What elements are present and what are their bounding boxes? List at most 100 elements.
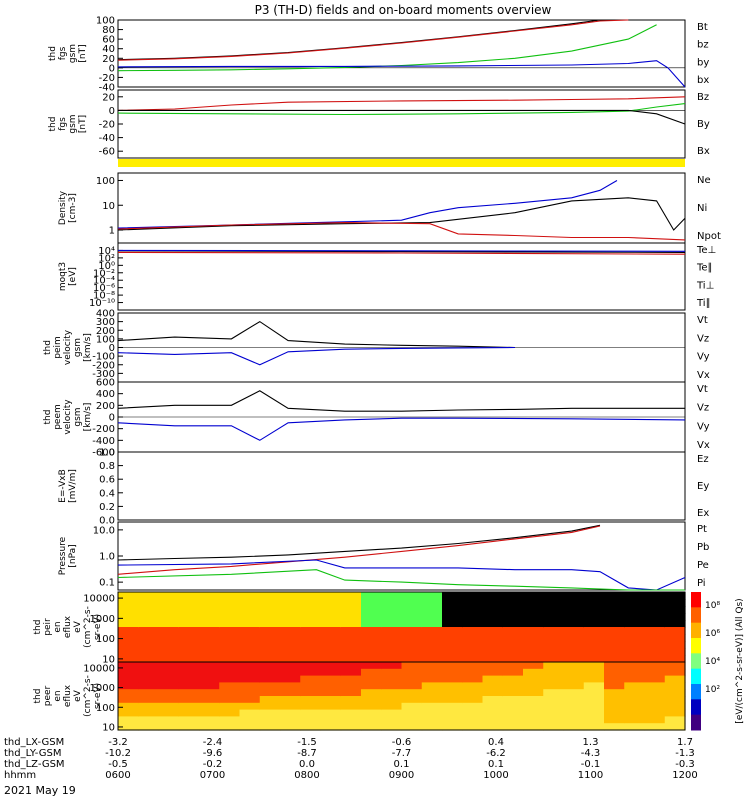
spectrogram-cell [502,648,524,656]
spectrogram-cell [259,627,281,635]
spectrogram-cell [158,627,180,635]
spectrogram-cell [401,613,423,621]
y-axis-label: [nT] [78,44,88,62]
spectrogram-cell [563,620,585,628]
spectrogram-cell [462,668,484,677]
spectrogram-cell [118,682,139,690]
spectrogram-cell [664,613,686,621]
spectrogram-cell [178,655,200,663]
spectrogram-cell [523,689,544,697]
spectrogram-cell [118,709,139,717]
spectrogram-cell [523,702,544,711]
spectrogram-cell [381,675,403,683]
spectrogram-cell [624,655,646,663]
colorbar-label: [eV/(cm^2-s-sr-eV)] (All Qs) [735,598,745,723]
spectrogram-cell [138,682,160,690]
spectrogram-cell [118,599,139,607]
spectrogram-cell [118,592,139,600]
y-tick-label: 80 [102,25,115,36]
spectrogram-cell [340,620,362,628]
spectrogram-cell [502,702,524,711]
y-axis-label: peir [43,618,53,636]
spectrogram-cell [280,634,301,642]
legend-Vt: Vt [697,384,708,395]
spectrogram-cell [644,648,666,656]
y-tick-label: -200 [92,360,115,371]
spectrogram-cell [300,655,322,663]
spectrogram-cell [280,723,301,731]
spectrogram-cell [158,675,180,683]
spectrogram-cell [583,655,605,663]
spectrogram-cell [421,675,443,683]
spectrogram-cell [523,723,544,731]
x-row-value: -10.2 [105,748,131,759]
spectrogram-cell [219,689,241,697]
spectrogram-cell [563,689,585,697]
y-tick-label: 10 [102,654,115,665]
spectrogram-cell [219,634,241,642]
spectrogram-cell [401,696,423,704]
spectrogram-cell [320,655,342,663]
spectrogram-cell [462,709,484,717]
spectrogram-cell [644,675,666,683]
panel-frame [117,19,686,88]
y-tick-label: 0.1 [99,578,115,589]
y-axis-label: eV [73,689,83,702]
spectrogram-cell [280,592,301,600]
spectrogram-cell [239,634,261,642]
spectrogram-cell [583,613,605,621]
spectrogram-cell [583,709,605,717]
spectrogram-cell [361,723,382,731]
spectrogram-cell [239,648,261,656]
spectrogram-cell [280,702,301,711]
spectrogram-cell [300,592,322,600]
y-axis-label: thd [33,689,43,704]
spectrogram-cell [664,627,686,635]
spectrogram-cell [482,620,504,628]
spectrogram-cell [199,606,220,614]
spectrogram-cell [361,613,382,621]
spectrogram-cell [664,655,686,663]
spectrogram-cell [219,709,241,717]
panel-2: -60 -40 -20 0 20 thd fgs gsm [nT] Bz By Bx [48,89,710,159]
spectrogram-cell [523,648,544,656]
spectrogram-cell [604,620,625,628]
colorbar-segment [691,714,701,731]
spectrogram-cell [421,723,443,731]
y-tick-label: 0.0 [99,516,115,527]
spectrogram-cell [259,620,281,628]
series-Bz [117,96,686,111]
spectrogram-cell [259,723,281,731]
spectrogram-cell [118,716,139,724]
spectrogram-cell [219,668,241,677]
spectrogram-cell [199,627,220,635]
spectrogram-cell [300,696,322,704]
spectrogram-cell [624,634,646,642]
spectrogram-cell [300,620,322,628]
spectrogram-cell [259,716,281,724]
spectrogram-cell [300,648,322,656]
spectrogram-cell [158,668,180,677]
spectrogram-cell [320,634,342,642]
spectrogram-cell [482,668,504,677]
spectrogram-cell [138,655,160,663]
spectrogram-cell [523,662,544,670]
spectrogram-cell [583,599,605,607]
spectrogram-cell [138,696,160,704]
spectrogram-cell [401,599,423,607]
spectrogram-cell [259,613,281,621]
spectrogram-cell [644,655,666,663]
spectrogram-cell [401,723,423,731]
x-row-value: -3.2 [108,737,128,748]
spectrogram-cell [361,662,382,670]
spectrogram-cell [523,613,544,621]
spectrogram-cell [239,613,261,621]
spectrogram-cell [300,627,322,635]
x-row-value: -1.3 [675,748,695,759]
spectrogram-cell [320,675,342,683]
spectrogram-cell [219,620,241,628]
x-axis-labels: thd_LX-GSM -3.2 -2.4 -1.5 -0.6 0.4 1.3 1.7 thd_L… [4,737,698,781]
spectrogram-cell [361,599,382,607]
y-axis-label: eflux [63,684,73,707]
